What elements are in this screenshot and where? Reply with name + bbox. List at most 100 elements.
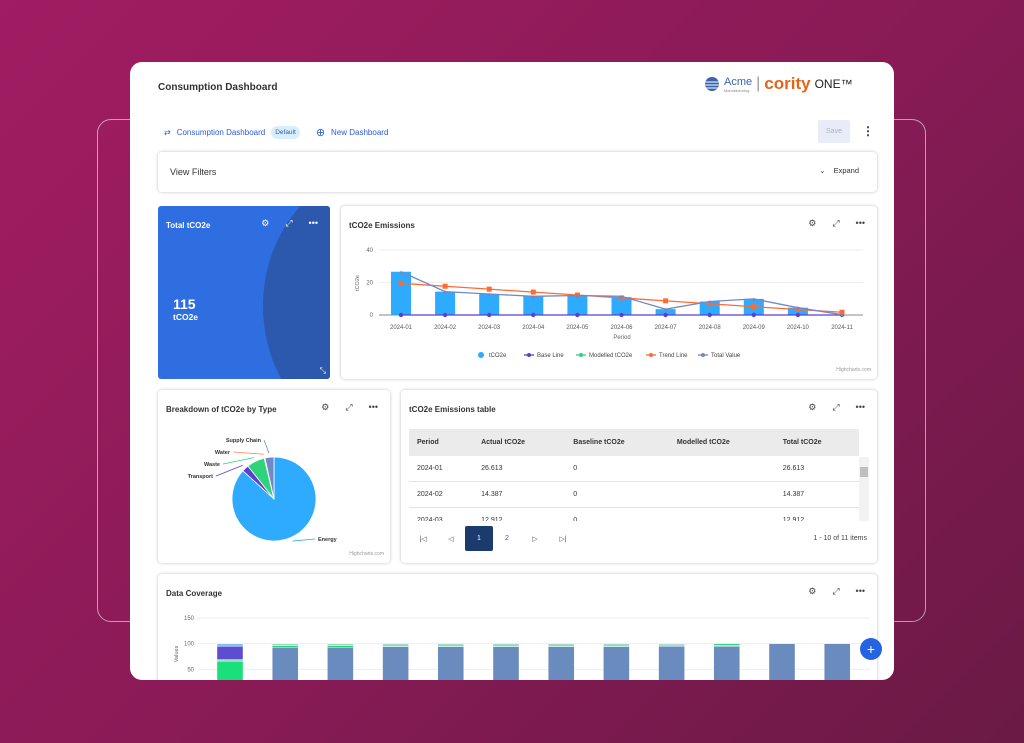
coverage-bar-segment bbox=[216, 646, 244, 660]
point: ▲ bbox=[530, 294, 536, 300]
col-modelled[interactable]: Modelled tCO2e bbox=[668, 429, 775, 456]
point bbox=[619, 312, 624, 318]
point bbox=[707, 312, 712, 318]
expand-icon[interactable]: ⤢ bbox=[832, 402, 840, 412]
coverage-bar-segment bbox=[768, 643, 796, 680]
coverage-bar-segment bbox=[658, 643, 685, 647]
save-button[interactable]: Save bbox=[818, 120, 850, 143]
highcharts-credit[interactable]: Highcharts.com bbox=[349, 551, 384, 557]
coverage-bar-segment bbox=[713, 643, 740, 646]
table-row: 2024-03 12.912 0 12.912 bbox=[409, 507, 859, 521]
coverage-bar-segment bbox=[327, 647, 354, 680]
legend-item: tCO2e bbox=[489, 353, 507, 359]
cell: 14.387 bbox=[774, 481, 859, 508]
expand-filters-button[interactable]: ⌄ Expand bbox=[819, 166, 859, 175]
cell: 26.613 bbox=[473, 456, 566, 482]
emissions-chart-title: tCO2e Emissions bbox=[349, 221, 415, 230]
emissions-chart: 0 20 40 tCO2e 2024-01 2024-02 2024-03 2024-04 20… bbox=[355, 248, 863, 359]
pie-connector bbox=[292, 538, 316, 542]
tile-title: Total tCO2e bbox=[166, 221, 211, 230]
pie-label: Waste bbox=[204, 462, 220, 468]
table-title: tCO2e Emissions table bbox=[409, 405, 496, 414]
table-scroll-area[interactable]: Period Actual tCO2e Baseline tCO2e Modelled… bbox=[409, 429, 869, 521]
point bbox=[531, 312, 536, 318]
cell: 12.912 bbox=[473, 507, 566, 521]
x-tick-label: 2024-03 bbox=[478, 325, 501, 331]
view-filters-label: View Filters bbox=[170, 167, 217, 177]
more-icon[interactable]: ••• bbox=[855, 586, 865, 596]
add-widget-button[interactable]: + bbox=[860, 638, 882, 660]
legend-item: Base Line bbox=[537, 353, 564, 359]
last-page-button[interactable]: ▷| bbox=[559, 535, 567, 543]
pagination-summary: 1 - 10 of 11 items bbox=[813, 535, 867, 542]
page-2-button[interactable]: 2 bbox=[505, 535, 509, 542]
legend-marker bbox=[579, 353, 583, 357]
coverage-bar-segment bbox=[216, 659, 244, 662]
pie-connector bbox=[263, 439, 270, 454]
more-icon[interactable]: ••• bbox=[855, 218, 865, 228]
x-tick-label: 2024-11 bbox=[831, 325, 853, 331]
col-total[interactable]: Total tCO2e bbox=[774, 429, 859, 456]
table-row: 2024-02 14.387 0 14.387 bbox=[409, 481, 859, 508]
pagination: |◁ ◁ 1 2 ▷ ▷| bbox=[409, 526, 577, 551]
point bbox=[663, 312, 668, 318]
point bbox=[442, 312, 448, 318]
dashboard-toolbar: ⇄ Consumption Dashboard Default ⊕ New Da… bbox=[164, 126, 388, 139]
expand-icon[interactable]: ⤢ bbox=[832, 218, 840, 228]
bar-tco2e bbox=[611, 297, 632, 315]
settings-icon[interactable]: ⚙ bbox=[261, 218, 270, 228]
col-baseline[interactable]: Baseline tCO2e bbox=[565, 429, 669, 456]
coverage-title: Data Coverage bbox=[166, 589, 223, 598]
expand-icon[interactable]: ⤢ bbox=[285, 218, 293, 228]
coverage-bar-segment bbox=[437, 646, 464, 680]
tile-decoration bbox=[263, 206, 330, 379]
chevron-down-icon: ⌄ bbox=[819, 166, 826, 175]
coverage-bar-segment bbox=[382, 643, 409, 647]
y-axis-label: tCO2e bbox=[355, 275, 361, 291]
expand-icon[interactable]: ⤢ bbox=[832, 586, 840, 596]
point: ▲ bbox=[663, 307, 669, 313]
settings-icon[interactable]: ⚙ bbox=[808, 218, 817, 228]
plus-circle-icon[interactable]: ⊕ bbox=[315, 127, 326, 139]
page-1-button[interactable]: 1 bbox=[465, 526, 493, 551]
coverage-bar-segment bbox=[216, 643, 244, 647]
cell: 14.387 bbox=[473, 481, 566, 508]
next-page-button[interactable]: ▷ bbox=[532, 535, 538, 543]
point bbox=[442, 283, 448, 289]
resize-handle-icon[interactable]: ⤡ bbox=[319, 366, 326, 375]
coverage-chart: 50 100 150 Values bbox=[174, 616, 870, 680]
settings-icon[interactable]: ⚙ bbox=[808, 402, 817, 412]
point bbox=[795, 306, 801, 312]
point bbox=[398, 312, 404, 318]
switch-dashboard-icon[interactable]: ⇄ bbox=[164, 128, 171, 137]
data-coverage-card: Data Coverage ⚙ ⤢ ••• 50 100 150 Values bbox=[158, 574, 877, 680]
settings-icon[interactable]: ⚙ bbox=[808, 586, 817, 596]
view-filters-panel[interactable]: View Filters ⌄ Expand bbox=[158, 152, 877, 192]
new-dashboard-button[interactable]: New Dashboard bbox=[331, 128, 389, 137]
more-icon[interactable]: ••• bbox=[308, 218, 318, 228]
y-tick-label: 0 bbox=[370, 313, 374, 319]
coverage-bar-segment bbox=[492, 643, 520, 647]
more-icon[interactable]: ••• bbox=[368, 402, 378, 412]
y-tick-label: 40 bbox=[366, 248, 373, 254]
pie-connector bbox=[232, 451, 264, 455]
more-icon[interactable]: ••• bbox=[855, 402, 865, 412]
col-actual[interactable]: Actual tCO2e bbox=[473, 429, 566, 456]
first-page-button[interactable]: |◁ bbox=[419, 535, 427, 543]
prev-page-button[interactable]: ◁ bbox=[448, 535, 454, 543]
col-period[interactable]: Period bbox=[409, 429, 474, 456]
pie-label: Water bbox=[215, 450, 231, 456]
highcharts-credit[interactable]: Highcharts.com bbox=[836, 367, 871, 373]
dashboard-selector[interactable]: Consumption Dashboard bbox=[176, 128, 266, 137]
x-tick-label: 2024-05 bbox=[566, 325, 589, 331]
point bbox=[487, 312, 492, 318]
expand-icon[interactable]: ⤢ bbox=[345, 402, 353, 412]
settings-icon[interactable]: ⚙ bbox=[321, 402, 330, 412]
table-header-row: Period Actual tCO2e Baseline tCO2e Modelled… bbox=[409, 429, 859, 456]
pie-slice-supply-chain bbox=[264, 456, 275, 500]
more-options-icon[interactable]: ⋮ bbox=[862, 124, 874, 138]
coverage-bar-segment bbox=[658, 646, 685, 680]
point bbox=[398, 280, 404, 286]
table-scrollbar[interactable] bbox=[859, 457, 869, 521]
coverage-bar-segment bbox=[271, 643, 299, 646]
